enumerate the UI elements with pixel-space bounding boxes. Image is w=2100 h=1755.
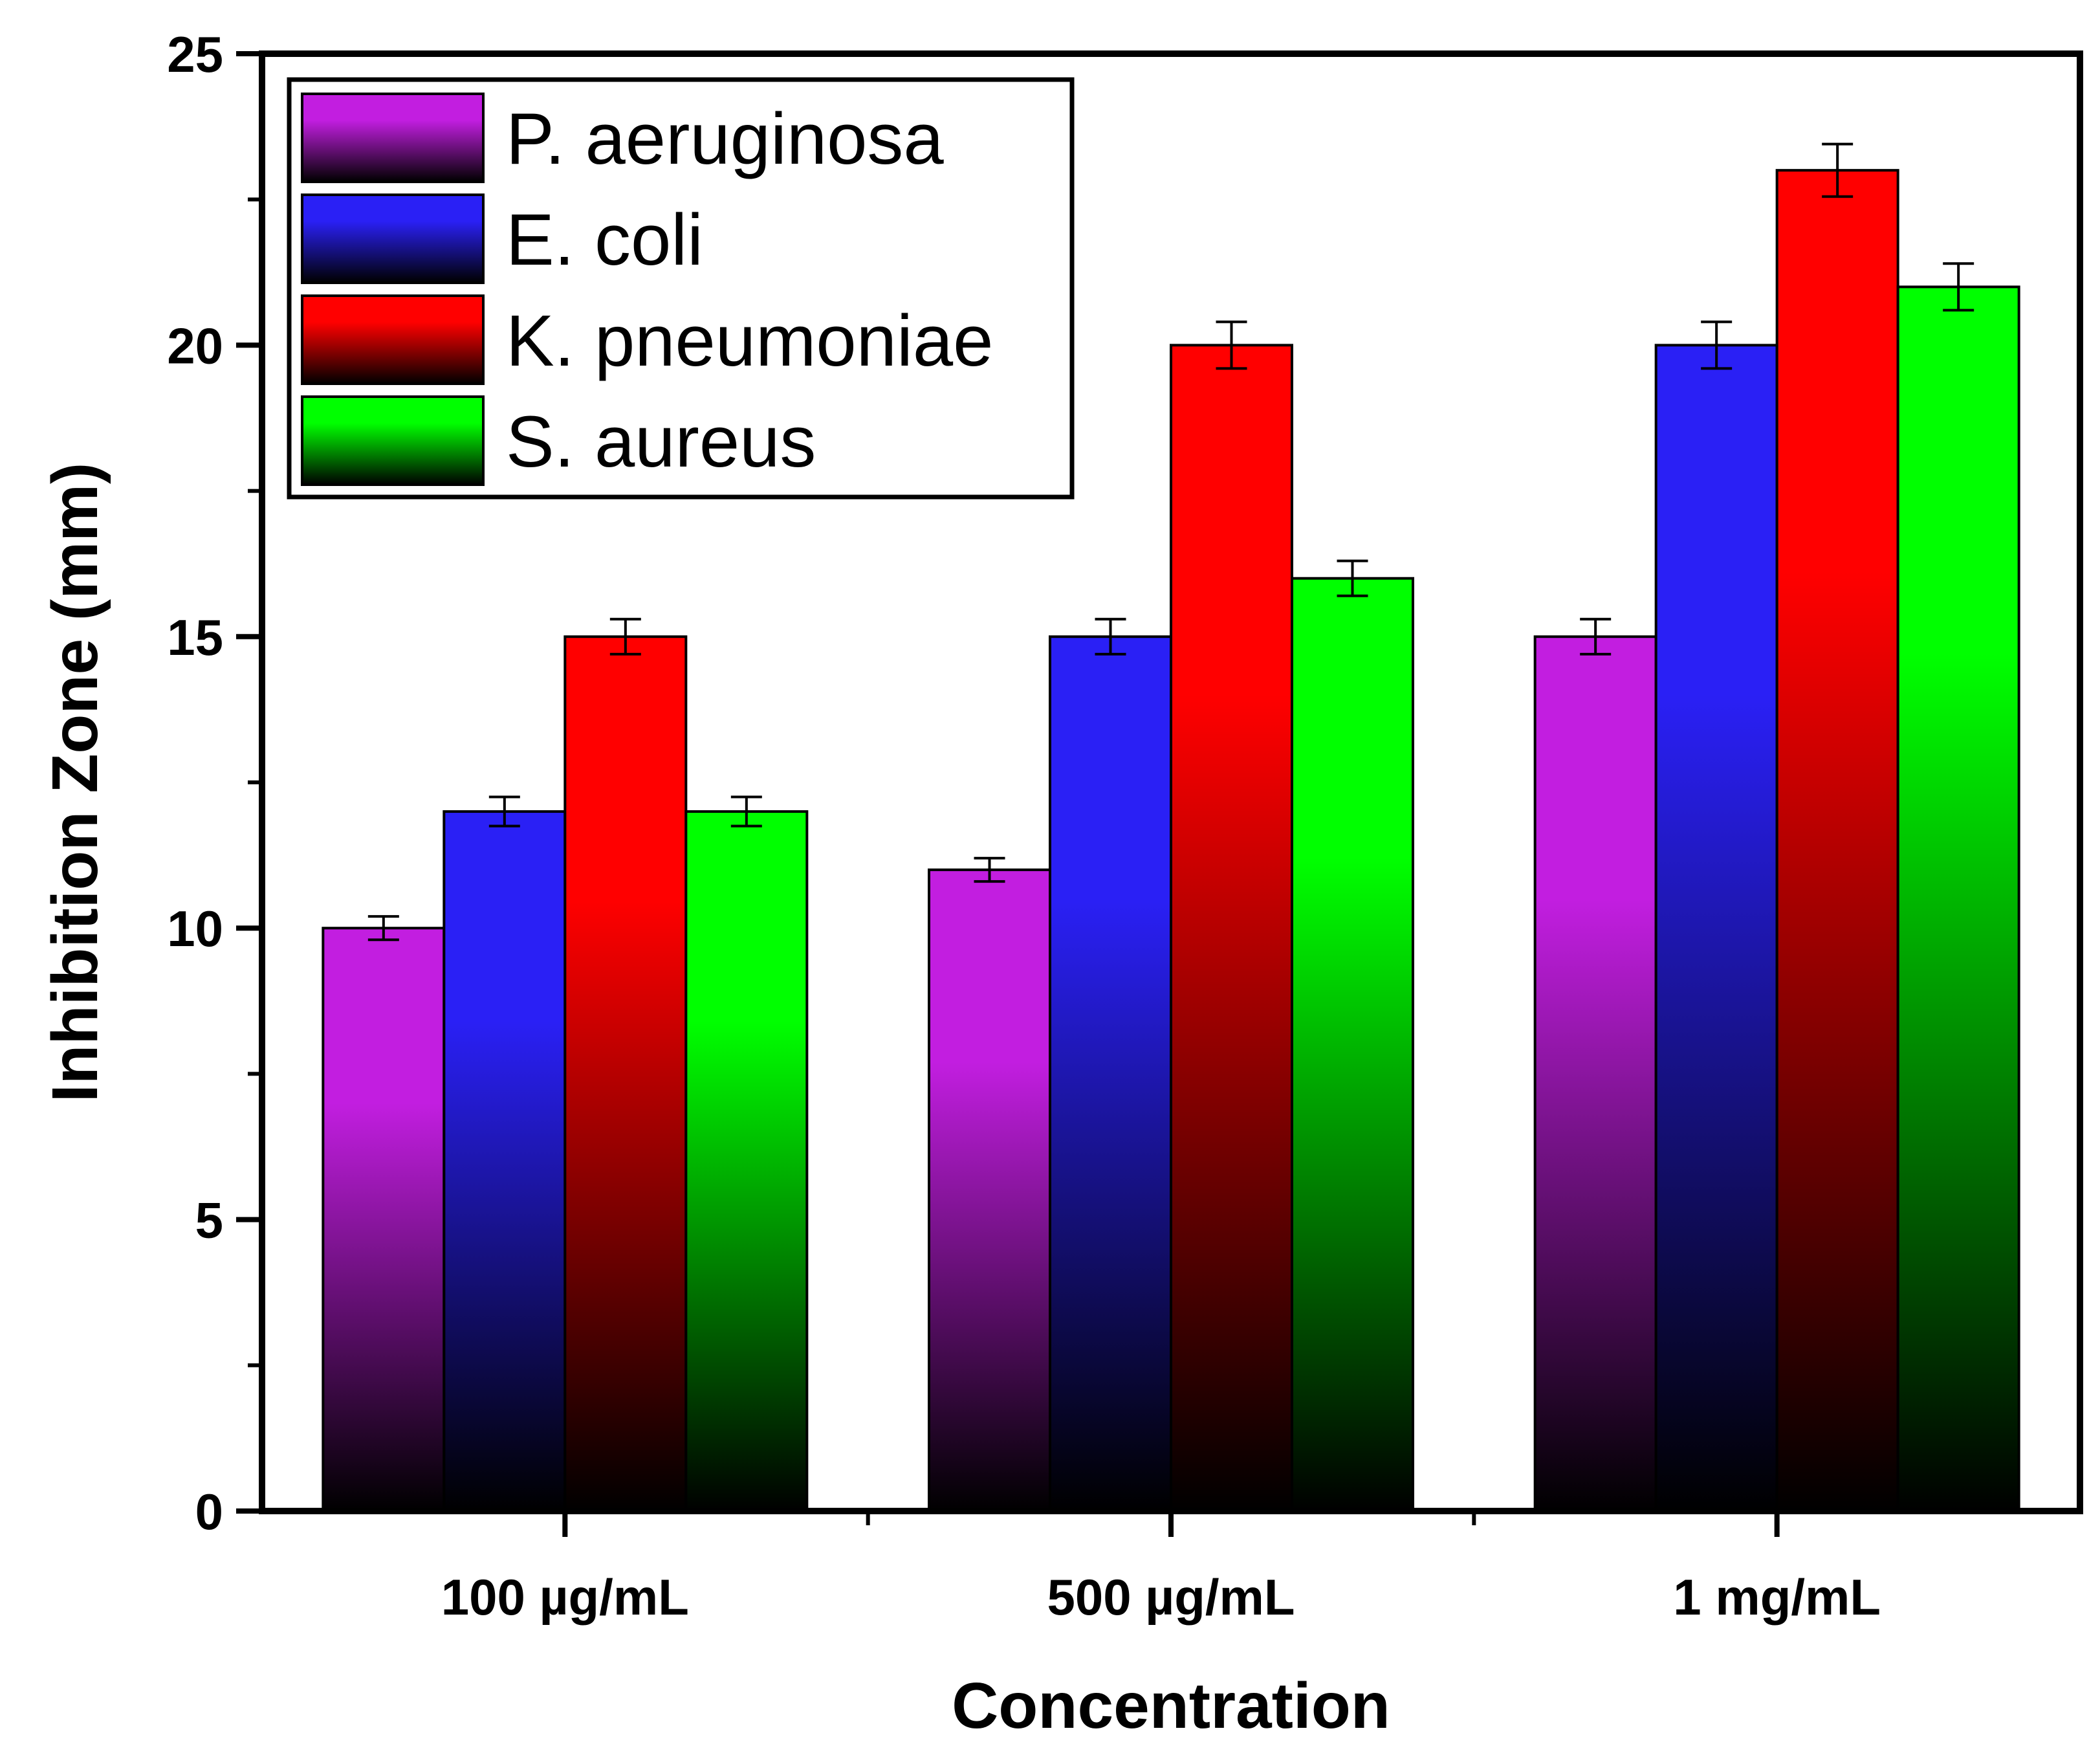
x-tick-label-500-g-ml: 500 µg/mL [1047, 1569, 1295, 1626]
error-bar-e-coli-100-g-ml [488, 795, 520, 828]
error-bar-e-coli-1-mg-ml [1701, 320, 1733, 370]
y-tick-label-20: 20 [167, 317, 223, 374]
error-bar-p-aeruginosa-1-mg-ml [1580, 617, 1612, 656]
legend-swatch-e-coli [301, 193, 485, 284]
y-tick-label-10: 10 [167, 900, 223, 957]
axes-layer: 0 5 10 15 20 25 100 µg/mL 500 µg/mL 1 mg/mL [167, 26, 1881, 1626]
legend-item-k-pneumoniae: K. pneumoniae [301, 294, 993, 385]
error-bar-k-pneumoniae-500-g-ml [1216, 320, 1247, 370]
legend-swatch-k-pneumoniae [301, 294, 485, 385]
y-tick-label-0: 0 [195, 1483, 223, 1540]
error-bar-s-aureus-1-mg-ml [1943, 262, 1974, 312]
bar-k-pneumoniae-500-g-ml [1170, 344, 1293, 1512]
bar-k-pneumoniae-100-g-ml [563, 635, 688, 1512]
bar-s-aureus-500-g-ml [1291, 577, 1414, 1512]
x-tick-label-100-g-ml: 100 µg/mL [441, 1569, 689, 1626]
x-axis-title: Concentration [952, 1670, 1390, 1742]
legend-item-e-coli: E. coli [301, 193, 703, 284]
legend-label-p-aeruginosa: P. aeruginosa [506, 98, 944, 179]
bar-e-coli-500-g-ml [1049, 635, 1172, 1512]
bar-s-aureus-1-mg-ml [1896, 285, 2020, 1513]
bar-p-aeruginosa-1-mg-ml [1533, 635, 1657, 1512]
bar-p-aeruginosa-500-g-ml [928, 868, 1051, 1512]
error-bar-k-pneumoniae-1-mg-ml [1822, 142, 1854, 198]
legend-label-k-pneumoniae: K. pneumoniae [506, 300, 993, 381]
error-bar-s-aureus-500-g-ml [1337, 559, 1368, 597]
y-tick-label-15: 15 [167, 609, 223, 666]
bar-e-coli-100-g-ml [443, 810, 567, 1512]
error-bars-layer [367, 142, 1974, 942]
legend-swatch-p-aeruginosa [301, 93, 485, 183]
error-bar-e-coli-500-g-ml [1095, 617, 1126, 656]
error-bar-k-pneumoniae-100-g-ml [609, 617, 641, 656]
bar-s-aureus-100-g-ml [684, 810, 809, 1512]
bar-k-pneumoniae-1-mg-ml [1775, 169, 1899, 1513]
error-bar-p-aeruginosa-500-g-ml [974, 857, 1005, 883]
error-bar-p-aeruginosa-100-g-ml [367, 915, 399, 942]
legend-swatch-s-aureus [301, 395, 485, 486]
legend: P. aeruginosa E. coli K. pneumoniae S. aure… [287, 77, 1075, 500]
y-axis-title: Inhibition Zone (mm) [39, 463, 111, 1103]
legend-item-p-aeruginosa: P. aeruginosa [301, 93, 944, 183]
bar-e-coli-1-mg-ml [1654, 344, 1778, 1512]
x-tick-label-1-mg-ml: 1 mg/mL [1673, 1569, 1881, 1626]
bar-p-aeruginosa-100-g-ml [322, 927, 446, 1512]
legend-label-e-coli: E. coli [506, 199, 703, 280]
y-tick-label-5: 5 [195, 1192, 223, 1249]
legend-item-s-aureus: S. aureus [301, 395, 816, 486]
bars-layer [322, 169, 2020, 1513]
legend-label-s-aureus: S. aureus [506, 401, 816, 482]
error-bar-s-aureus-100-g-ml [730, 795, 762, 828]
y-tick-label-25: 25 [167, 26, 223, 83]
